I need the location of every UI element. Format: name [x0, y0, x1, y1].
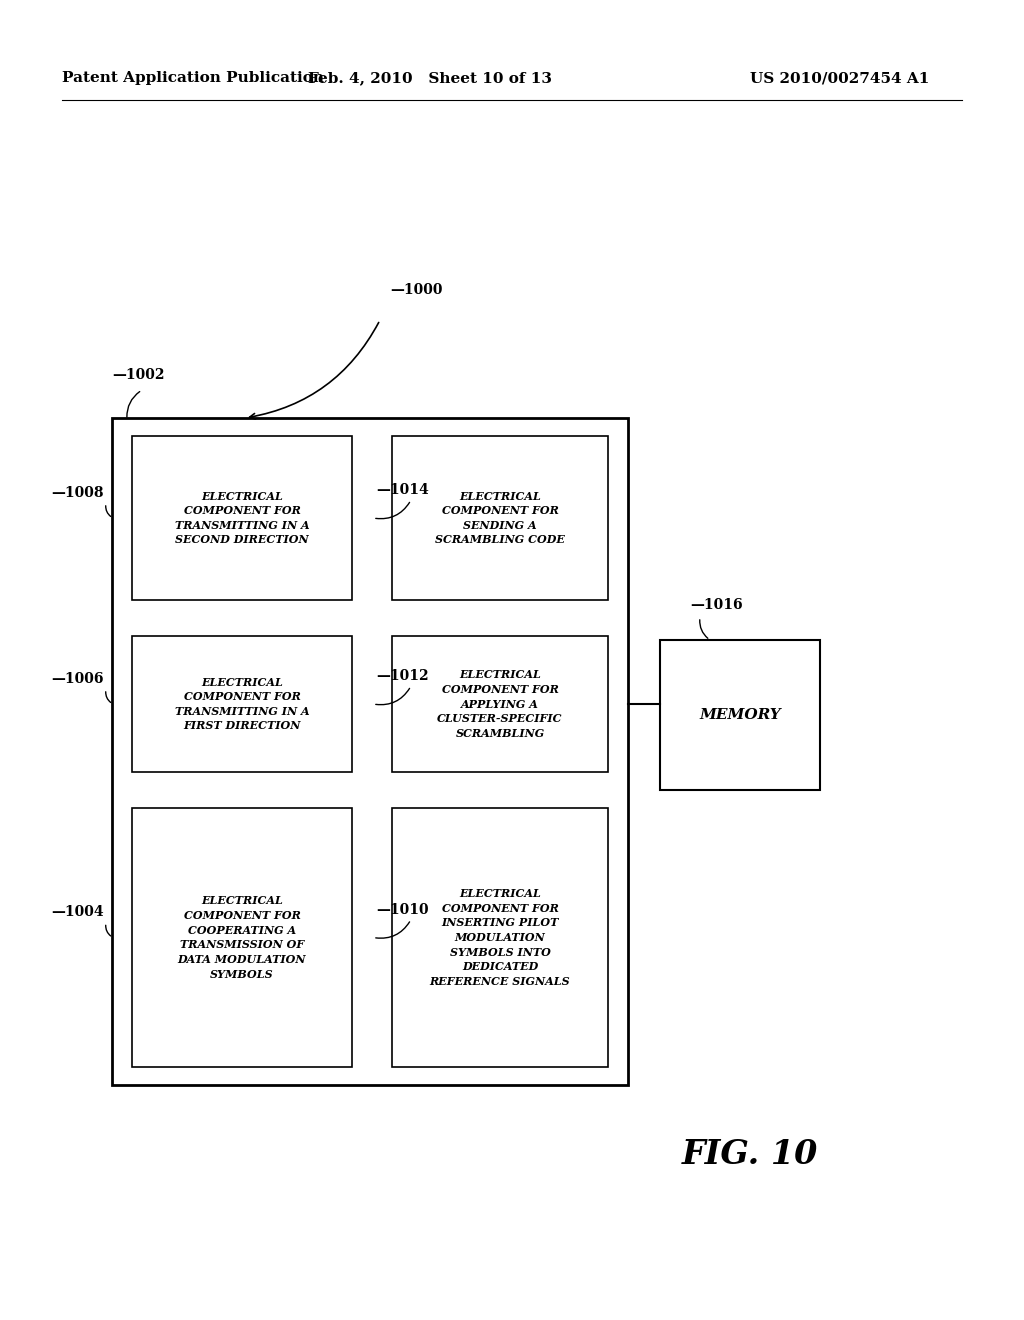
- Text: FIG. 10: FIG. 10: [682, 1138, 818, 1172]
- Bar: [132, 808, 352, 1067]
- Bar: [660, 640, 820, 789]
- Text: —1000: —1000: [390, 282, 442, 297]
- Text: MEMORY: MEMORY: [699, 708, 781, 722]
- Text: US 2010/0027454 A1: US 2010/0027454 A1: [751, 71, 930, 84]
- Bar: [112, 418, 628, 1085]
- Text: —1010: —1010: [376, 903, 429, 916]
- Bar: [392, 808, 608, 1067]
- Bar: [132, 436, 352, 601]
- Text: ELECTRICAL
COMPONENT FOR
TRANSMITTING IN A
SECOND DIRECTION: ELECTRICAL COMPONENT FOR TRANSMITTING IN…: [175, 491, 309, 545]
- Text: ELECTRICAL
COMPONENT FOR
SENDING A
SCRAMBLING CODE: ELECTRICAL COMPONENT FOR SENDING A SCRAM…: [435, 491, 565, 545]
- Text: —1014: —1014: [376, 483, 429, 498]
- Bar: [132, 636, 352, 772]
- Text: ELECTRICAL
COMPONENT FOR
COOPERATING A
TRANSMISSION OF
DATA MODULATION
SYMBOLS: ELECTRICAL COMPONENT FOR COOPERATING A T…: [178, 895, 306, 979]
- Text: ELECTRICAL
COMPONENT FOR
APPLYING A
CLUSTER-SPECIFIC
SCRAMBLING: ELECTRICAL COMPONENT FOR APPLYING A CLUS…: [437, 669, 563, 739]
- Text: Patent Application Publication: Patent Application Publication: [62, 71, 324, 84]
- Text: —1006: —1006: [51, 672, 104, 686]
- Text: —1016: —1016: [690, 598, 742, 612]
- Text: —1008: —1008: [51, 486, 104, 500]
- Text: —1004: —1004: [51, 906, 104, 920]
- Text: ELECTRICAL
COMPONENT FOR
TRANSMITTING IN A
FIRST DIRECTION: ELECTRICAL COMPONENT FOR TRANSMITTING IN…: [175, 677, 309, 731]
- Bar: [392, 436, 608, 601]
- Text: Feb. 4, 2010   Sheet 10 of 13: Feb. 4, 2010 Sheet 10 of 13: [308, 71, 552, 84]
- Text: —1012: —1012: [376, 669, 429, 682]
- Text: ELECTRICAL
COMPONENT FOR
INSERTING PILOT
MODULATION
SYMBOLS INTO
DEDICATED
REFER: ELECTRICAL COMPONENT FOR INSERTING PILOT…: [430, 888, 570, 987]
- Text: —1002: —1002: [112, 368, 165, 381]
- Bar: [392, 636, 608, 772]
